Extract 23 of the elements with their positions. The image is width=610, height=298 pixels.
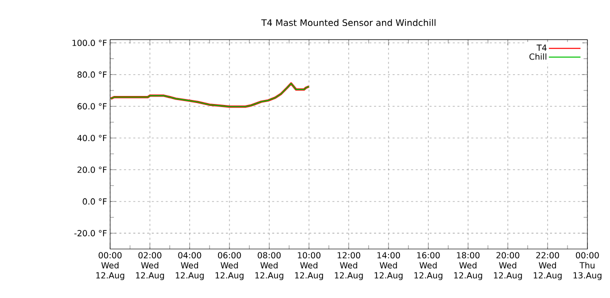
x-tick-label: 10:00 Wed 12.Aug	[295, 252, 324, 280]
x-tick-label: 14:00 Wed 12.Aug	[374, 252, 403, 280]
x-tick-label: 02:00 Wed 12.Aug	[136, 252, 164, 280]
text: T4	[536, 44, 547, 51]
x-tick-label: 04:00 Wed 12.Aug	[176, 252, 204, 280]
x-tick-label: 20:00 Wed 12.Aug	[494, 252, 522, 280]
x-tick-label: 00:00 Thu 13.Aug	[574, 252, 602, 280]
y-tick-label: 20.0 °F	[78, 166, 107, 174]
x-tick-label: 16:00 Wed 12.Aug	[414, 252, 442, 280]
x-tick-label: 18:00 Wed 12.Aug	[454, 252, 482, 280]
x-tick-label: 00:00 Wed 12.Aug	[96, 252, 124, 280]
y-tick-label: 80.0 °F	[77, 72, 107, 78]
chart-title: T4 Mast Mounted Sensor and Windchill	[261, 19, 436, 26]
y-tick-label: -20.0 °F	[74, 230, 107, 237]
y-tick-label: 60.0 °F	[78, 103, 107, 110]
legend-label: Chill	[529, 54, 546, 60]
y-tick-label: 100.0 °F	[72, 40, 107, 46]
x-tick-label: 12:00 Wed 12.Aug	[334, 252, 363, 280]
y-tick-label: 40.0 °F	[77, 135, 107, 142]
x-tick-label: 08:00 Wed 12.Aug	[255, 252, 284, 280]
x-tick-label: 06:00 Wed 12.Aug	[216, 252, 244, 280]
y-tick-label: 0.0 °F	[82, 198, 107, 205]
x-tick-label: 22:00 Wed 12.Aug	[534, 252, 562, 280]
